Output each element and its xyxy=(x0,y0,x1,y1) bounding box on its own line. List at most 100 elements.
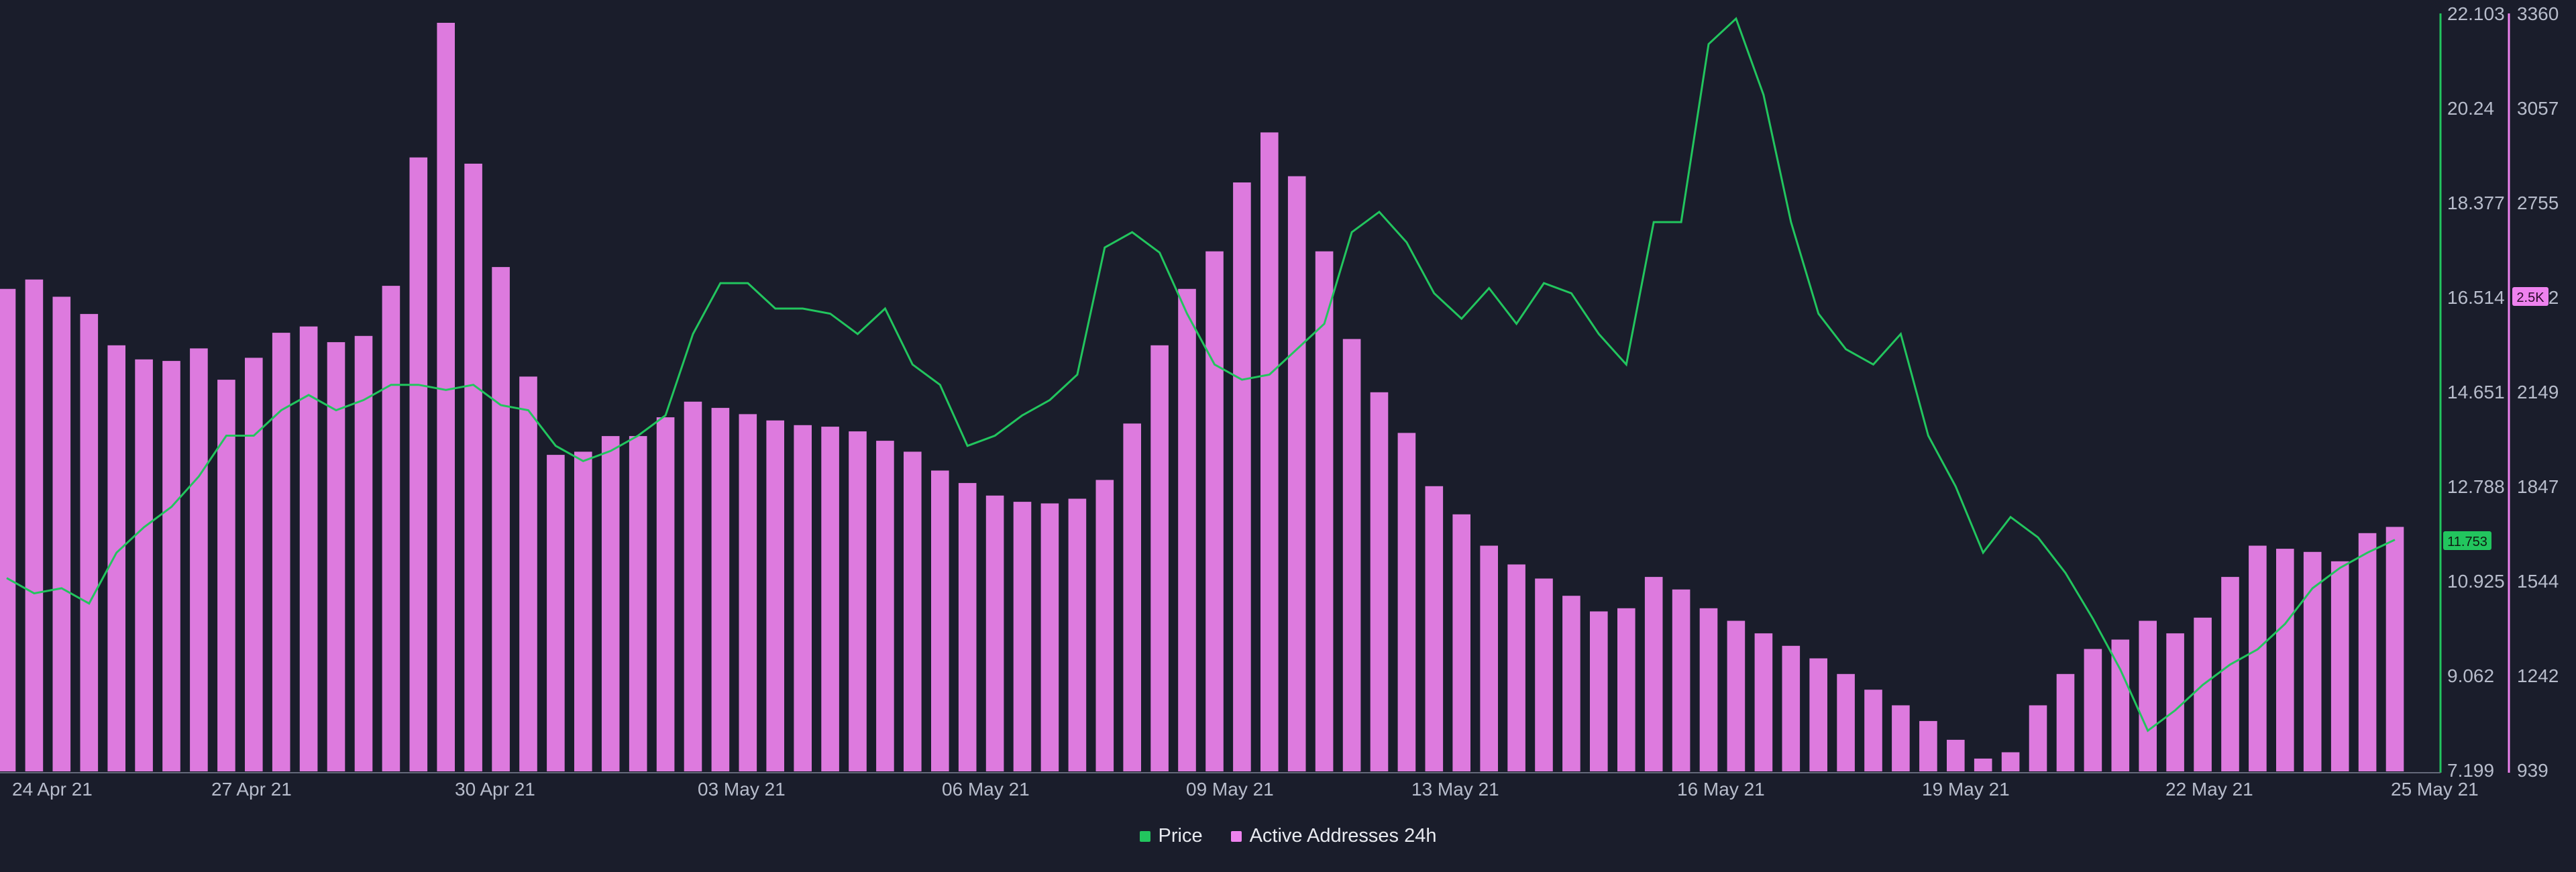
active-addresses-bar xyxy=(217,380,235,771)
price-swatch-icon xyxy=(1139,830,1150,842)
active-addresses-bar xyxy=(1123,423,1141,771)
active-addresses-bar xyxy=(382,286,400,772)
x-tick-label: 30 Apr 21 xyxy=(455,779,535,800)
active-addresses-bar xyxy=(1864,690,1882,771)
active-addresses-bar xyxy=(107,345,125,771)
active-addresses-bar xyxy=(821,427,839,771)
legend-label-price: Price xyxy=(1158,825,1203,847)
active-addresses-bar xyxy=(80,314,99,772)
active-addresses-bar xyxy=(1892,705,1910,771)
active-addresses-bar xyxy=(1590,611,1608,771)
active-addresses-bar xyxy=(684,401,702,771)
active-addresses-bar xyxy=(327,342,345,772)
x-tick-label: 25 May 21 xyxy=(2391,779,2479,800)
active-addresses-bar xyxy=(272,333,290,772)
x-tick-label: 16 May 21 xyxy=(1677,779,1765,800)
left-y-tick-label: 10.925 xyxy=(2447,571,2505,592)
active-addresses-bar xyxy=(1260,132,1279,771)
active-addresses-bar xyxy=(162,361,180,771)
active-addresses-bar xyxy=(1452,514,1470,771)
active-addresses-bar xyxy=(958,483,977,771)
x-tick-label: 19 May 21 xyxy=(1922,779,2010,800)
active-addresses-bar xyxy=(1754,633,1773,771)
active-addresses-bar xyxy=(931,470,949,771)
active-addresses-bar xyxy=(2221,577,2239,771)
legend-item-price[interactable]: Price xyxy=(1139,825,1203,847)
active-addresses-bar xyxy=(1837,673,1855,771)
active-addresses-bar xyxy=(574,451,592,771)
active-addresses-bar xyxy=(245,358,263,771)
active-addresses-bar xyxy=(1809,658,1827,771)
active-addresses-bar xyxy=(739,414,757,771)
active-addresses-bar xyxy=(1013,502,1032,771)
active-addresses-bar xyxy=(1727,620,1746,771)
active-addresses-bar xyxy=(0,288,16,771)
left-y-tick-label: 9.062 xyxy=(2447,665,2494,686)
active-addresses-swatch-icon xyxy=(1230,830,1242,842)
active-addresses-bar xyxy=(190,348,208,771)
active-addresses-bar xyxy=(794,425,812,771)
active-addresses-bar xyxy=(1397,433,1416,771)
x-tick-label: 24 Apr 21 xyxy=(12,779,93,800)
active-addresses-bar xyxy=(1040,503,1059,771)
right-y-tick-label: 2149 xyxy=(2517,382,2559,402)
active-addresses-bar xyxy=(1178,288,1196,771)
active-addresses-bar xyxy=(1562,596,1580,771)
right-y-tick-label: 3360 xyxy=(2517,3,2559,24)
active-addresses-bar xyxy=(409,157,428,771)
active-addresses-bar xyxy=(492,267,510,772)
active-addresses-bar xyxy=(1919,720,1937,771)
active-addresses-bar xyxy=(656,417,675,771)
current-price-badge: 11.753 xyxy=(2443,531,2491,550)
left-y-tick-label: 18.377 xyxy=(2447,193,2505,213)
active-addresses-bar xyxy=(519,376,537,771)
active-addresses-bar xyxy=(1699,608,1718,771)
x-tick-label: 22 May 21 xyxy=(2165,779,2253,800)
active-addresses-bar xyxy=(2084,649,2102,771)
right-y-tick-label: 1544 xyxy=(2517,571,2559,592)
active-addresses-bar xyxy=(629,436,647,771)
active-addresses-bar xyxy=(711,408,730,771)
active-addresses-bar xyxy=(1095,480,1114,771)
active-addresses-bar xyxy=(1205,251,1224,771)
active-addresses-bar xyxy=(2330,561,2349,771)
active-addresses-bar xyxy=(2001,752,2020,771)
active-addresses-bar xyxy=(2139,620,2157,771)
x-tick-label: 09 May 21 xyxy=(1186,779,1274,800)
active-addresses-bar xyxy=(2249,545,2267,771)
active-addresses-bar xyxy=(1535,578,1553,771)
active-addresses-bar xyxy=(2056,673,2075,771)
left-y-tick-label: 14.651 xyxy=(2447,382,2505,402)
active-addresses-bar xyxy=(1315,251,1334,771)
active-addresses-bar xyxy=(1233,182,1251,771)
legend-item-active-addresses[interactable]: Active Addresses 24h xyxy=(1230,825,1436,847)
active-addresses-bar xyxy=(437,23,455,771)
active-addresses-bar xyxy=(1342,339,1361,771)
active-addresses-bar xyxy=(1617,608,1635,771)
active-addresses-bar xyxy=(2194,617,2212,771)
x-tick-label: 13 May 21 xyxy=(1411,779,1499,800)
current-active-addresses-value: 2.5K xyxy=(2516,290,2544,305)
active-addresses-bar xyxy=(2111,639,2130,771)
left-y-axis: 22.103 20.24 18.377 16.514 14.651 12.788… xyxy=(2447,3,2505,781)
x-axis-ticks: 24 Apr 21 27 Apr 21 30 Apr 21 03 May 21 … xyxy=(12,779,2479,800)
active-addresses-bar xyxy=(2358,533,2377,771)
right-y-tick-label: 1242 xyxy=(2517,665,2559,686)
x-tick-label: 03 May 21 xyxy=(698,779,786,800)
price-line xyxy=(6,17,2396,732)
active-addresses-bar xyxy=(135,359,153,771)
right-y-tick-label: 939 xyxy=(2517,760,2548,781)
left-y-tick-label: 16.514 xyxy=(2447,287,2505,308)
left-y-tick-label: 7.199 xyxy=(2447,760,2494,781)
active-addresses-bar xyxy=(849,431,867,771)
active-addresses-bar xyxy=(1068,498,1087,771)
active-addresses-bar xyxy=(1287,176,1306,771)
active-addresses-bar xyxy=(2029,705,2047,771)
active-addresses-bar xyxy=(52,296,71,771)
active-addresses-bar xyxy=(766,420,784,771)
active-addresses-bar xyxy=(2385,527,2404,771)
active-addresses-bar xyxy=(1150,345,1169,771)
active-addresses-bar xyxy=(876,441,894,771)
active-addresses-bar xyxy=(547,455,565,771)
right-y-tick-label: 2755 xyxy=(2517,193,2559,213)
